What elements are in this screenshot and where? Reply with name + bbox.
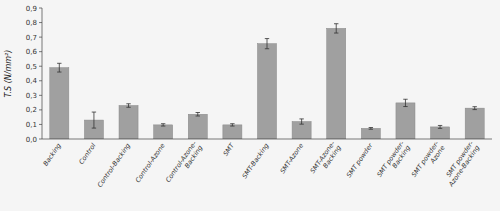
x-tick-label-group: SMT powder (345, 141, 375, 179)
y-tick-label: 0,2 (26, 106, 37, 114)
y-tick-label: 0,5 (26, 63, 37, 71)
y-axis-line (42, 8, 43, 139)
x-tick-label: Backing (41, 142, 62, 168)
x-axis: BackingControlControl-BackingControl-Azo… (41, 139, 481, 189)
y-tick-label: 0,4 (26, 77, 38, 85)
x-tick-label-line: Backing (321, 144, 342, 170)
y-tick-label: 0,6 (26, 48, 38, 56)
x-tick-label: Control-Azone (134, 142, 167, 184)
y-tick (39, 37, 42, 38)
x-tick-label: SMT-Backing (240, 142, 270, 180)
x-tick-label-line: Azone-Backing (447, 144, 482, 189)
bar (361, 128, 380, 139)
x-axis-line (42, 139, 492, 140)
error-bar (438, 125, 442, 128)
x-tick-label-line: Backing (391, 144, 412, 170)
x-tick-label-line: Backing (41, 142, 62, 168)
x-tick-label-line: Control-Azone (134, 142, 167, 184)
x-tick-label-group: SMT-Azone-Backing (309, 139, 344, 179)
x-tick-label: Control (77, 142, 97, 166)
y-tick-label: 0,1 (26, 121, 37, 129)
x-tick-label: SMT powder (345, 141, 375, 179)
x-tick-label: SMT-Azone (278, 142, 305, 175)
error-bar (196, 113, 200, 116)
error-bar (161, 124, 165, 126)
bar (465, 108, 484, 139)
error-bar (334, 24, 338, 33)
y-axis-label: T.S (N/mm²) (4, 50, 13, 98)
x-tick-label: SMT powder-Azone (410, 139, 447, 183)
error-bar (403, 99, 407, 106)
x-tick-label-group: Control-Azone-Backing (164, 139, 205, 188)
x-tick-label: SMT powder-Backing (375, 139, 412, 183)
error-bar (230, 124, 234, 126)
x-tick-label: SMT-Azone-Backing (309, 139, 344, 179)
error-bar (369, 128, 373, 130)
x-tick-label-group: Backing (41, 142, 62, 168)
y-tick-label: 0,7 (26, 34, 37, 42)
y-tick (39, 139, 42, 140)
x-tick-label-group: SMT-Backing (240, 142, 270, 180)
x-tick-label-group: SMT powder-Backing (375, 139, 412, 183)
x-tick-label-line: SMT-Azone (278, 142, 305, 175)
bar (154, 125, 173, 139)
error-bar (265, 39, 269, 49)
bar (327, 28, 346, 139)
y-tick-label: 0,9 (26, 5, 37, 13)
error-bar (472, 107, 476, 110)
x-tick-label-group: SMT (221, 141, 236, 158)
x-tick-label: SMT (221, 141, 236, 158)
x-tick-label-group: SMT-Azone (278, 142, 305, 175)
chart: 0,00,10,20,30,40,50,60,70,80,9BackingCon… (0, 0, 500, 211)
y-tick-label: 0,3 (26, 92, 37, 100)
bar (188, 114, 207, 139)
y-tick (39, 95, 42, 96)
x-tick-label-group: Control-Azone (134, 142, 167, 184)
x-tick-label-line: SMT (221, 141, 236, 158)
bar (257, 44, 276, 139)
x-tick-label-group: Control (77, 142, 97, 166)
x-tick-label: Control-Azone-Backing (164, 139, 205, 188)
bar (119, 106, 138, 139)
x-tick-label-line: Control-Backing (96, 142, 132, 189)
y-axis: 0,0 0,1 0,2 0,3 0,4 0,5 0,6 0,7 0,8 0,9 (26, 5, 42, 144)
y-tick-label: 0,8 (26, 19, 37, 27)
y-tick (39, 80, 42, 81)
x-tick-label-line: SMT powder (345, 141, 375, 179)
x-tick-label-line: Control (77, 142, 97, 166)
x-tick-label-group: SMT powder-Azone-Backing (440, 139, 481, 189)
y-tick (39, 8, 42, 9)
x-tick-label-line: Backing (183, 144, 204, 170)
bars (50, 24, 484, 139)
y-tick (39, 109, 42, 110)
error-bar (92, 112, 96, 128)
bar (223, 125, 242, 139)
x-tick-label: Control-Backing (96, 142, 132, 189)
y-tick-label: 0,0 (26, 136, 37, 144)
y-tick (39, 22, 42, 23)
x-tick-label-line: Azone (428, 144, 447, 166)
x-tick-label-group: Control-Backing (96, 142, 132, 189)
error-bar (57, 63, 61, 72)
error-bar (126, 104, 130, 107)
bar (396, 103, 415, 139)
x-tick-label-group: SMT powder-Azone (410, 139, 447, 183)
y-tick (39, 124, 42, 125)
error-bar (299, 119, 303, 124)
x-tick-label-line: SMT-Backing (240, 142, 270, 180)
y-tick (39, 66, 42, 67)
y-tick (39, 51, 42, 52)
x-tick-label: SMT powder-Azone-Backing (440, 139, 481, 189)
bar (50, 68, 69, 139)
